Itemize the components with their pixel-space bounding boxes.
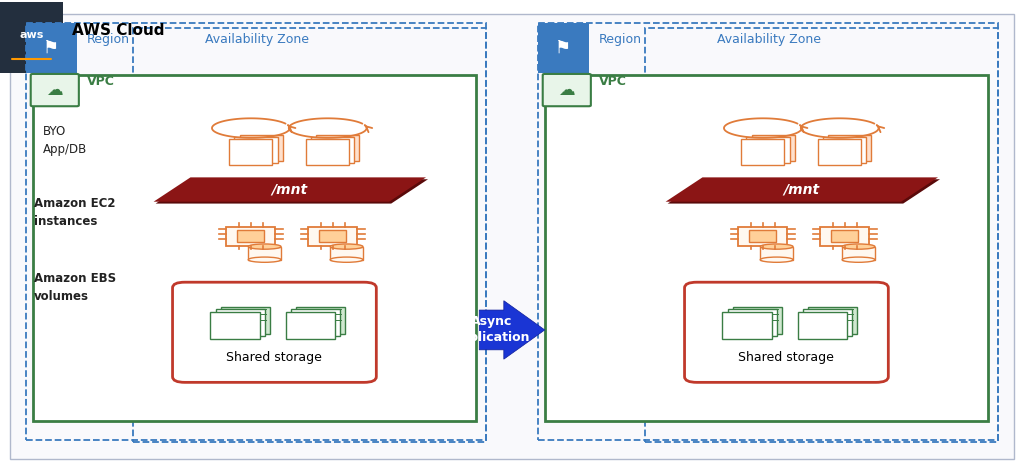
FancyBboxPatch shape bbox=[238, 230, 264, 242]
Text: /mnt: /mnt bbox=[783, 183, 820, 197]
Text: Amazon EBS
volumes: Amazon EBS volumes bbox=[34, 272, 116, 303]
Ellipse shape bbox=[760, 244, 793, 249]
FancyBboxPatch shape bbox=[306, 139, 349, 165]
FancyBboxPatch shape bbox=[0, 2, 63, 73]
Polygon shape bbox=[666, 177, 938, 202]
FancyBboxPatch shape bbox=[31, 74, 79, 106]
FancyBboxPatch shape bbox=[750, 230, 776, 242]
FancyBboxPatch shape bbox=[296, 307, 345, 334]
FancyBboxPatch shape bbox=[733, 307, 782, 334]
FancyBboxPatch shape bbox=[229, 139, 272, 165]
Text: ⚑: ⚑ bbox=[555, 39, 571, 57]
Polygon shape bbox=[154, 177, 426, 202]
Ellipse shape bbox=[248, 257, 281, 262]
FancyBboxPatch shape bbox=[818, 139, 861, 165]
FancyBboxPatch shape bbox=[798, 312, 847, 339]
Text: VPC: VPC bbox=[599, 75, 627, 88]
FancyBboxPatch shape bbox=[291, 309, 340, 336]
FancyBboxPatch shape bbox=[831, 230, 858, 242]
FancyBboxPatch shape bbox=[26, 23, 77, 73]
FancyBboxPatch shape bbox=[286, 312, 335, 339]
FancyBboxPatch shape bbox=[216, 309, 264, 336]
Polygon shape bbox=[479, 300, 545, 359]
FancyBboxPatch shape bbox=[760, 247, 793, 260]
FancyBboxPatch shape bbox=[311, 137, 354, 163]
Polygon shape bbox=[668, 179, 940, 204]
Text: BYO
App/DB: BYO App/DB bbox=[43, 125, 87, 156]
Text: Shared storage: Shared storage bbox=[226, 351, 323, 364]
FancyBboxPatch shape bbox=[684, 282, 888, 382]
FancyBboxPatch shape bbox=[240, 135, 283, 161]
FancyBboxPatch shape bbox=[752, 135, 795, 161]
Text: AWS Cloud: AWS Cloud bbox=[72, 23, 164, 38]
FancyBboxPatch shape bbox=[538, 23, 589, 73]
Text: Amazon EC2
instances: Amazon EC2 instances bbox=[34, 197, 116, 228]
FancyBboxPatch shape bbox=[211, 312, 260, 339]
FancyBboxPatch shape bbox=[543, 74, 591, 106]
FancyBboxPatch shape bbox=[823, 137, 866, 163]
Polygon shape bbox=[156, 179, 428, 204]
FancyBboxPatch shape bbox=[828, 135, 871, 161]
FancyBboxPatch shape bbox=[234, 137, 278, 163]
Text: /mnt: /mnt bbox=[271, 183, 308, 197]
Ellipse shape bbox=[330, 244, 362, 249]
FancyBboxPatch shape bbox=[248, 247, 281, 260]
Ellipse shape bbox=[842, 244, 874, 249]
Text: Availability Zone: Availability Zone bbox=[717, 33, 821, 46]
Text: Region: Region bbox=[599, 33, 642, 46]
FancyBboxPatch shape bbox=[172, 282, 377, 382]
Text: ☁: ☁ bbox=[558, 81, 575, 99]
Text: VPC: VPC bbox=[87, 75, 115, 88]
Text: aws: aws bbox=[19, 30, 44, 40]
FancyBboxPatch shape bbox=[226, 227, 275, 246]
Ellipse shape bbox=[330, 257, 362, 262]
Text: ⚑: ⚑ bbox=[43, 39, 59, 57]
Text: Availability Zone: Availability Zone bbox=[205, 33, 309, 46]
FancyBboxPatch shape bbox=[308, 227, 357, 246]
FancyBboxPatch shape bbox=[319, 230, 346, 242]
FancyBboxPatch shape bbox=[803, 309, 852, 336]
FancyBboxPatch shape bbox=[221, 307, 270, 334]
Text: Region: Region bbox=[87, 33, 130, 46]
FancyBboxPatch shape bbox=[33, 75, 476, 421]
FancyBboxPatch shape bbox=[727, 309, 777, 336]
Ellipse shape bbox=[248, 244, 281, 249]
FancyBboxPatch shape bbox=[820, 227, 869, 246]
Text: Async
Replication: Async Replication bbox=[453, 315, 530, 344]
FancyBboxPatch shape bbox=[330, 247, 362, 260]
Text: ☁: ☁ bbox=[46, 81, 63, 99]
FancyBboxPatch shape bbox=[842, 247, 874, 260]
Text: Shared storage: Shared storage bbox=[738, 351, 835, 364]
Ellipse shape bbox=[760, 257, 793, 262]
FancyBboxPatch shape bbox=[746, 137, 790, 163]
FancyBboxPatch shape bbox=[316, 135, 359, 161]
FancyBboxPatch shape bbox=[738, 227, 787, 246]
Ellipse shape bbox=[842, 257, 874, 262]
FancyBboxPatch shape bbox=[741, 139, 784, 165]
FancyBboxPatch shape bbox=[808, 307, 857, 334]
FancyBboxPatch shape bbox=[10, 14, 1014, 459]
FancyBboxPatch shape bbox=[545, 75, 988, 421]
FancyBboxPatch shape bbox=[723, 312, 772, 339]
